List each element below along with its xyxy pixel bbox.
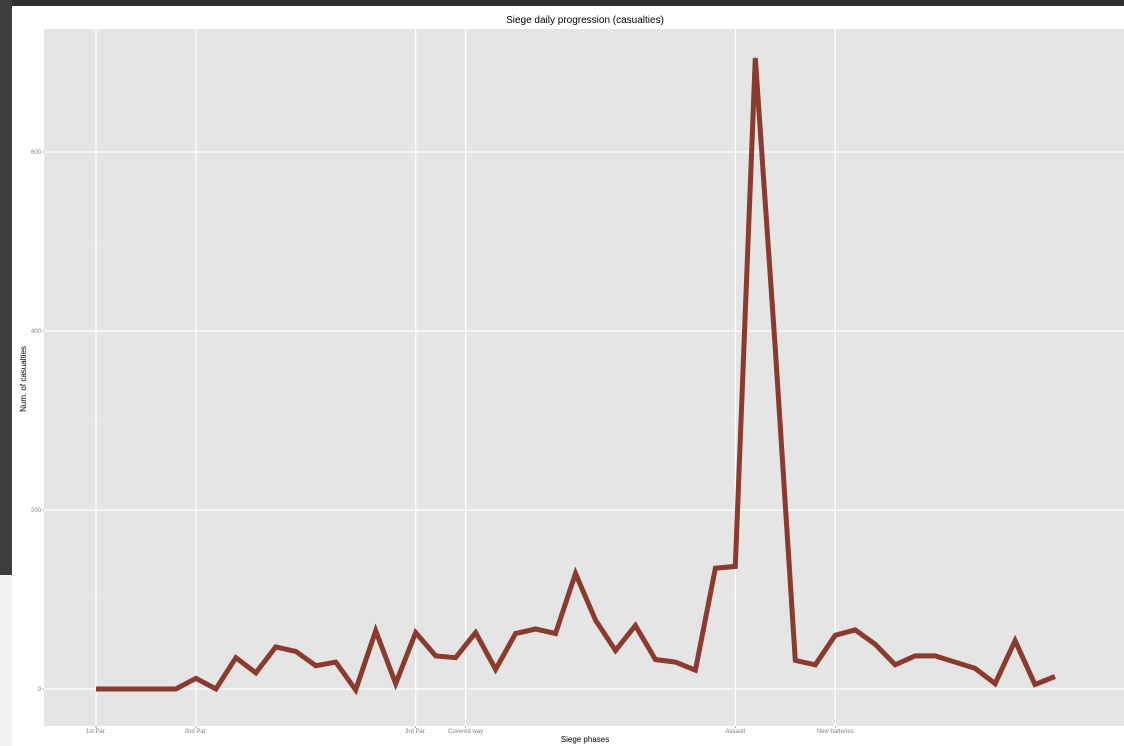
chart-title: Siege daily progression (casualties) (506, 15, 664, 26)
y-tick-label: 600 (31, 150, 42, 156)
x-tick-label: Assault (726, 729, 746, 735)
x-tick-label: 3rd Par. (405, 729, 426, 735)
background-strip-left (0, 0, 12, 575)
x-tick-label: New batteries (817, 729, 854, 735)
grid-lines (44, 29, 1124, 726)
x-axis-title: Siege phases (561, 735, 609, 744)
x-tick-label: 2nd Par. (185, 729, 208, 735)
background-light-patch (0, 575, 14, 746)
chart-figure: Siege daily progression (casualties) 0 20… (12, 6, 1124, 746)
x-tick-labels: 1st Par. 2nd Par. 3rd Par. Covered way Assau… (86, 726, 854, 735)
y-axis-title: Num. of casualties (19, 346, 28, 412)
y-tick-labels: 0 200 400 600 (31, 150, 44, 693)
y-tick-label: 200 (31, 508, 42, 514)
y-tick-label: 400 (31, 329, 42, 335)
line-chart: Siege daily progression (casualties) 0 20… (19, 15, 1124, 744)
plot-panel (44, 29, 1124, 726)
y-tick-label: 0 (38, 687, 42, 693)
background-strip-top (0, 0, 1124, 6)
series-line (96, 57, 1056, 696)
series-line-group (96, 57, 1056, 696)
x-tick-label: Covered way (448, 729, 483, 735)
x-tick-label: 1st Par. (86, 729, 107, 735)
